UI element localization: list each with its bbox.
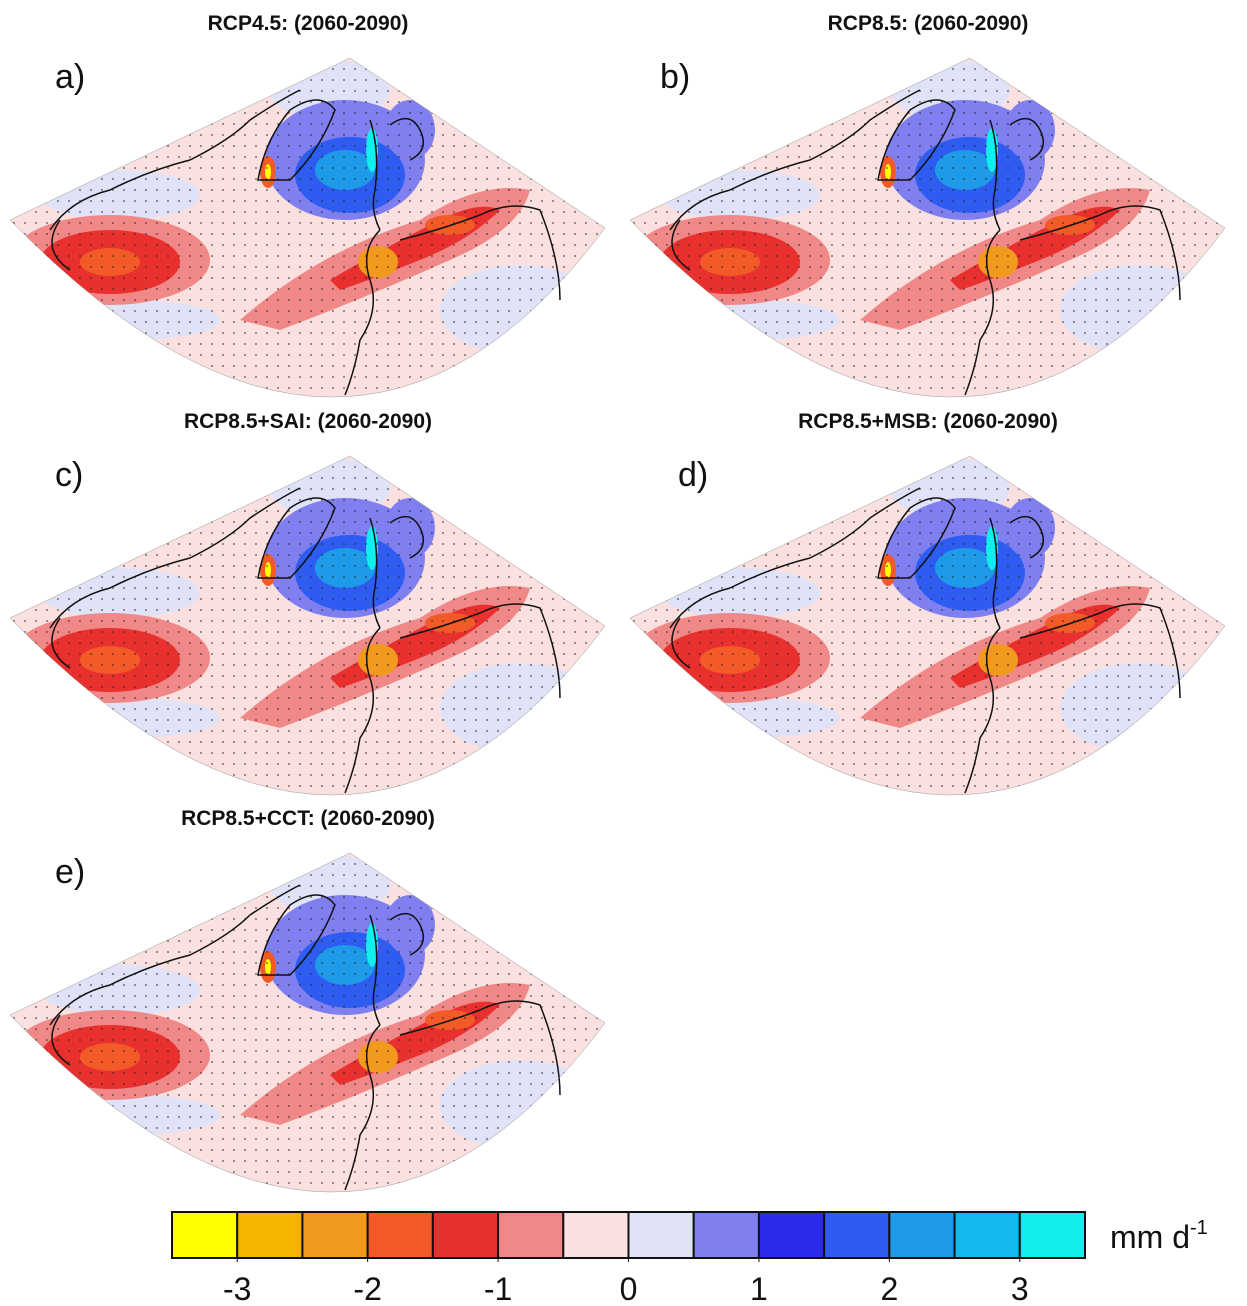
colorbar-tick-label: 0 [620, 1271, 638, 1306]
map-panel: RCP8.5: (2060-2090) b) [620, 12, 1240, 410]
colorbar-bin [692, 1211, 760, 1259]
panel-title: RCP8.5: (2060-2090) [828, 12, 1029, 35]
colorbar-bin [953, 1211, 1021, 1259]
panel-title: RCP8.5+SAI: (2060-2090) [184, 410, 432, 433]
colorbar-bin [562, 1211, 630, 1259]
colorbar-bin [823, 1211, 891, 1259]
panel-label: a) [55, 58, 85, 96]
panel-label: e) [55, 853, 85, 891]
colorbar-bin [497, 1211, 565, 1259]
colorbar-bin [171, 1211, 239, 1259]
panels: RCP4.5: (2060-2090) a) RCP8.5: (2060-2090)… [0, 12, 1240, 1205]
map [0, 50, 620, 410]
colorbar-bin [236, 1211, 304, 1259]
colorbar-bin [888, 1211, 956, 1259]
colorbar-tick-label: 2 [880, 1271, 898, 1306]
map [0, 845, 620, 1205]
colorbar-bin [301, 1211, 369, 1259]
unit-exponent: -1 [1190, 1217, 1208, 1239]
colorbar-bin [757, 1211, 826, 1259]
map-panel: RCP4.5: (2060-2090) a) [0, 12, 620, 410]
unit-text: mm d [1110, 1219, 1190, 1255]
map [620, 50, 1240, 410]
colorbar-tick-label: 1 [750, 1271, 768, 1306]
colorbar-tick-label: -3 [223, 1271, 251, 1306]
panel-label: b) [660, 58, 690, 96]
panel-title: RCP8.5+CCT: (2060-2090) [181, 807, 435, 830]
map [0, 448, 620, 808]
map [620, 448, 1240, 808]
colorbar-bin [627, 1211, 695, 1259]
panel-title: RCP4.5: (2060-2090) [208, 12, 409, 35]
panel-label: d) [678, 456, 708, 494]
panel-title: RCP8.5+MSB: (2060-2090) [798, 410, 1058, 433]
map-panel: RCP8.5+MSB: (2060-2090) d) [620, 410, 1240, 808]
colorbar-bin [1018, 1211, 1086, 1259]
map-panel: RCP8.5+CCT: (2060-2090) e) [0, 807, 620, 1205]
colorbar-bin [431, 1211, 500, 1259]
colorbar-tick-label: -2 [353, 1271, 381, 1306]
panel-label: c) [55, 456, 83, 494]
colorbar-tick-label: 3 [1011, 1271, 1029, 1306]
colorbar: -3 -2 -1 0 1 2 3mm d-1 [171, 1211, 1208, 1306]
map-panel: RCP8.5+SAI: (2060-2090) c) [0, 410, 620, 808]
colorbar-tick-label: -1 [484, 1271, 512, 1306]
colorbar-unit: mm d-1 [1110, 1217, 1208, 1255]
colorbar-bin [366, 1211, 434, 1259]
